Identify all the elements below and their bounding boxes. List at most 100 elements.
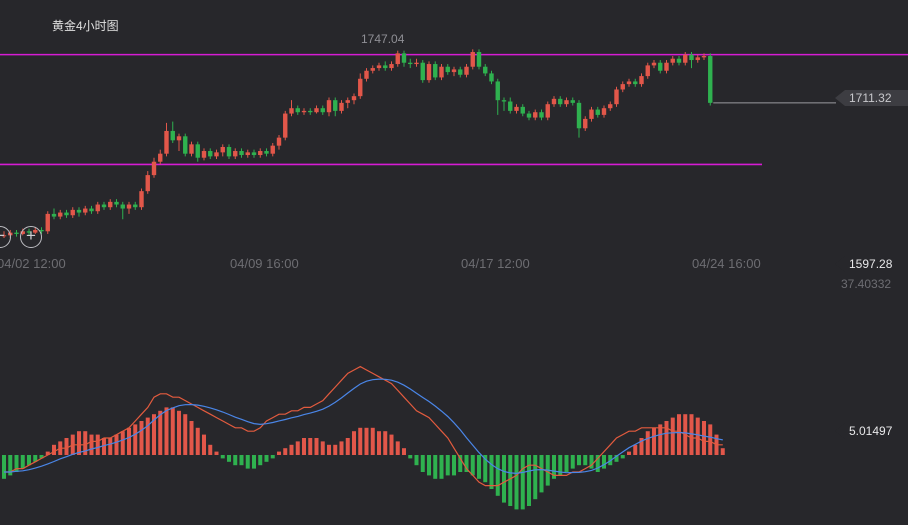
macd-histogram-bar	[539, 455, 544, 493]
macd-histogram-bar	[720, 448, 725, 455]
macd-histogram-bar	[233, 455, 238, 466]
candle-body	[458, 69, 463, 75]
candle-body	[295, 108, 300, 113]
candle-body	[220, 147, 225, 153]
candle-body	[401, 53, 407, 63]
macd-histogram-bar	[45, 451, 50, 455]
macd-histogram-bar	[245, 455, 250, 469]
candle-body	[408, 62, 413, 65]
macd-histogram-bar	[620, 455, 625, 459]
macd-histogram-bar	[8, 455, 13, 476]
macd-histogram-bar	[264, 455, 269, 462]
candle-body	[14, 232, 19, 234]
candle-body	[695, 57, 700, 61]
x-tick-label: 04/02 12:00	[0, 256, 66, 271]
candle-body	[251, 152, 257, 156]
macd-histogram-bar	[602, 455, 606, 469]
candle-body	[651, 62, 657, 66]
candle-body	[195, 144, 200, 158]
macd-histogram-bar	[489, 455, 494, 489]
macd-histogram-bar	[477, 455, 481, 479]
candle-body	[95, 204, 100, 212]
macd-histogram-bar	[383, 431, 388, 455]
macd-histogram-bar	[702, 421, 706, 455]
guide-lines	[0, 53, 908, 166]
macd-histogram-bar	[202, 434, 206, 455]
candle-body	[333, 100, 338, 111]
candle-body	[376, 65, 382, 69]
macd-histogram-bar	[152, 414, 156, 455]
macd-histogram-bar	[139, 421, 144, 455]
candle-body	[70, 209, 75, 216]
macd-histogram-bar	[502, 455, 506, 503]
macd-histogram-bar	[570, 455, 575, 469]
macd-histogram-bar	[445, 455, 450, 476]
candle-body	[126, 204, 132, 209]
candle-body	[301, 110, 307, 113]
candle-body	[464, 66, 469, 75]
macd-histogram-bar	[352, 431, 356, 455]
macd-histogram-bar	[333, 444, 338, 455]
macd-histogram-bar	[258, 455, 263, 466]
candle-body	[308, 110, 313, 113]
macd-histogram-bar	[645, 431, 650, 455]
macd-histogram-bar	[52, 444, 56, 455]
candle-body	[533, 112, 538, 118]
signal-line	[4, 378, 723, 475]
candle-body	[426, 64, 432, 81]
candle-body	[201, 151, 207, 158]
candle-body	[370, 68, 375, 71]
candle-body	[189, 144, 194, 154]
macd-histogram-bar	[339, 441, 344, 455]
chart-title: 黄金4小时图	[52, 19, 119, 33]
macd-histogram-bar	[439, 455, 444, 479]
macd-histogram-bar	[358, 427, 363, 455]
macd-histogram-bar	[708, 424, 713, 455]
candle-body	[495, 81, 500, 101]
macd-histogram-bar	[327, 444, 331, 455]
candle-body	[364, 70, 369, 79]
macd-histogram-bar	[595, 455, 600, 472]
macd-histogram-bar	[652, 427, 656, 455]
macd-histogram-bar	[633, 444, 638, 455]
candle-body	[420, 62, 425, 81]
candlestick-series	[1, 49, 713, 238]
macd-histogram-bar	[164, 407, 169, 455]
candle-body	[614, 89, 619, 105]
candle-body	[170, 130, 175, 141]
candle-body	[164, 130, 169, 154]
macd-histogram-bar	[677, 414, 681, 455]
candle-body	[683, 54, 688, 63]
candle-body	[176, 136, 182, 141]
candle-body	[439, 66, 444, 78]
candle-body	[564, 100, 569, 105]
macd-histogram-bar	[495, 455, 500, 496]
macd-histogram-bar	[452, 455, 456, 476]
macd-histogram-bar	[627, 451, 631, 455]
candle-body	[264, 151, 269, 154]
candle-body	[270, 145, 275, 154]
candle-body	[39, 229, 44, 232]
candle-body	[433, 64, 438, 78]
macd-histogram-bar	[483, 455, 488, 483]
candle-body	[233, 151, 238, 157]
candle-body	[358, 78, 363, 97]
macd-histogram-bar	[308, 438, 313, 455]
macd-histogram-bar	[695, 417, 700, 455]
macd-histogram-bar	[252, 455, 256, 469]
candle-body	[639, 76, 644, 85]
macd-histogram-bar	[520, 455, 525, 510]
candle-body	[276, 137, 282, 146]
macd-histogram-bar	[33, 455, 38, 462]
candle-body	[514, 106, 519, 111]
macd-histogram-bar	[420, 455, 425, 472]
zoom-in-icon[interactable]: +	[20, 226, 42, 248]
macd-histogram-bar	[195, 427, 200, 455]
macd-histogram-bar	[20, 455, 25, 469]
candle-body	[576, 102, 582, 129]
candle-body	[545, 104, 550, 118]
macd-histogram-bar	[120, 431, 125, 455]
macd-histogram-bar	[220, 455, 225, 459]
x-tick-label: 04/09 16:00	[230, 256, 299, 271]
